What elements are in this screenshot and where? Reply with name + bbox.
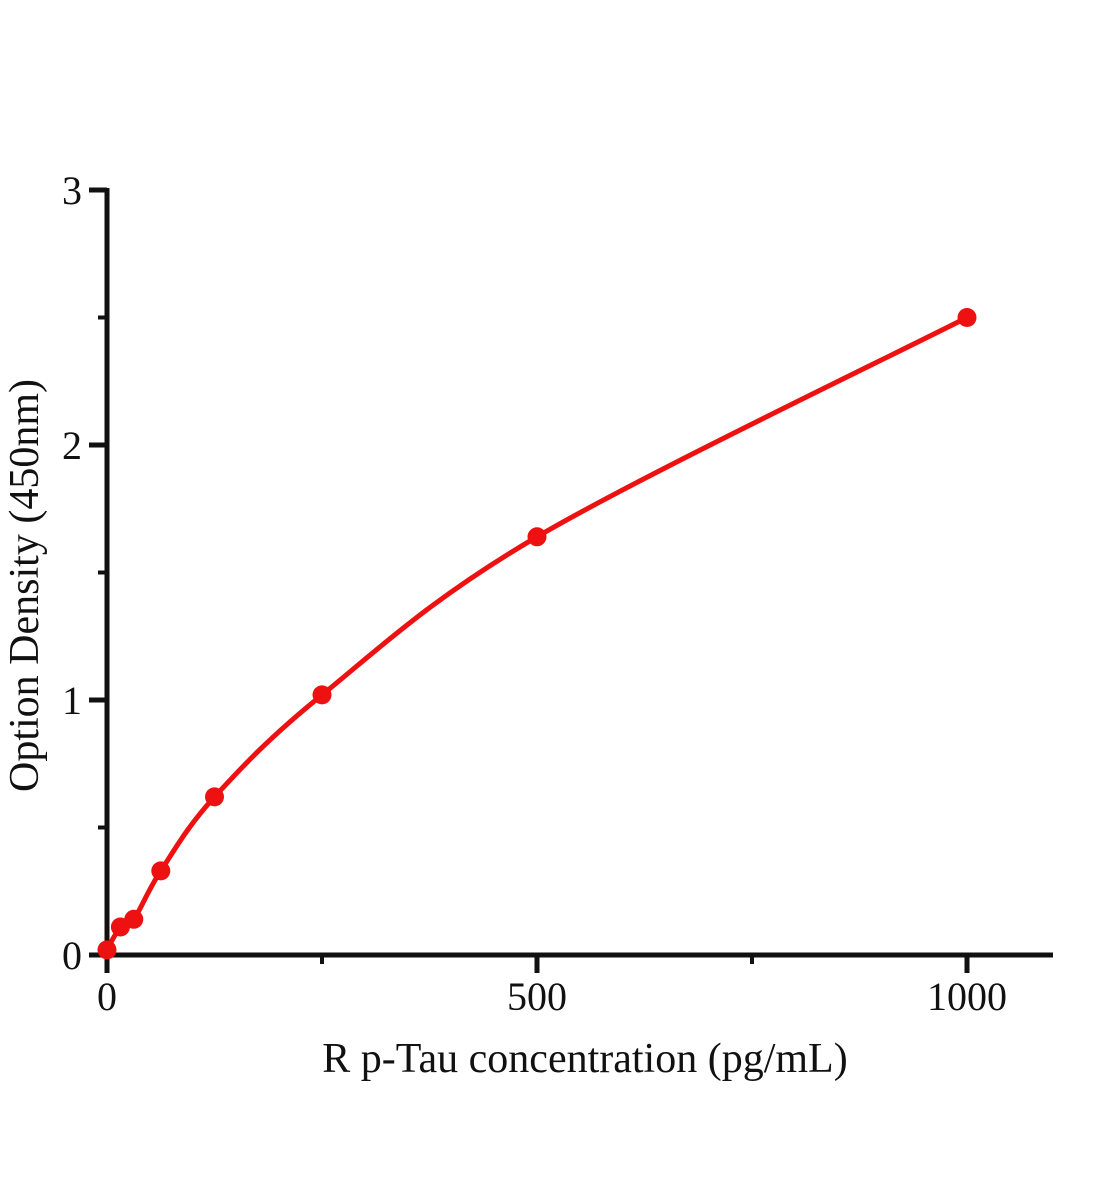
standard-curve-line: [104, 315, 970, 953]
data-point-marker: [97, 940, 117, 960]
y-axis-title: Option Density (450nm): [2, 379, 48, 792]
data-point-marker: [124, 909, 144, 929]
data-point-marker: [205, 787, 224, 807]
y-tick-label: 0: [62, 933, 82, 978]
data-points: [97, 308, 977, 960]
x-tick-label: 1000: [927, 974, 1007, 1019]
x-axis: 0 500 1000: [97, 952, 1053, 1019]
y-tick-label: 2: [62, 423, 82, 468]
x-axis-title: R p-Tau concentration (pg/mL): [322, 1036, 847, 1082]
x-tick-label: 0: [97, 974, 117, 1019]
data-point-marker: [957, 308, 977, 327]
y-tick-label: 3: [62, 168, 82, 213]
data-point-marker: [527, 527, 547, 547]
x-tick-label: 500: [507, 974, 567, 1019]
data-point-marker: [151, 861, 171, 881]
y-axis: 0 1 2 3: [62, 168, 110, 978]
data-point-marker: [312, 685, 332, 705]
y-tick-label: 1: [62, 678, 82, 723]
